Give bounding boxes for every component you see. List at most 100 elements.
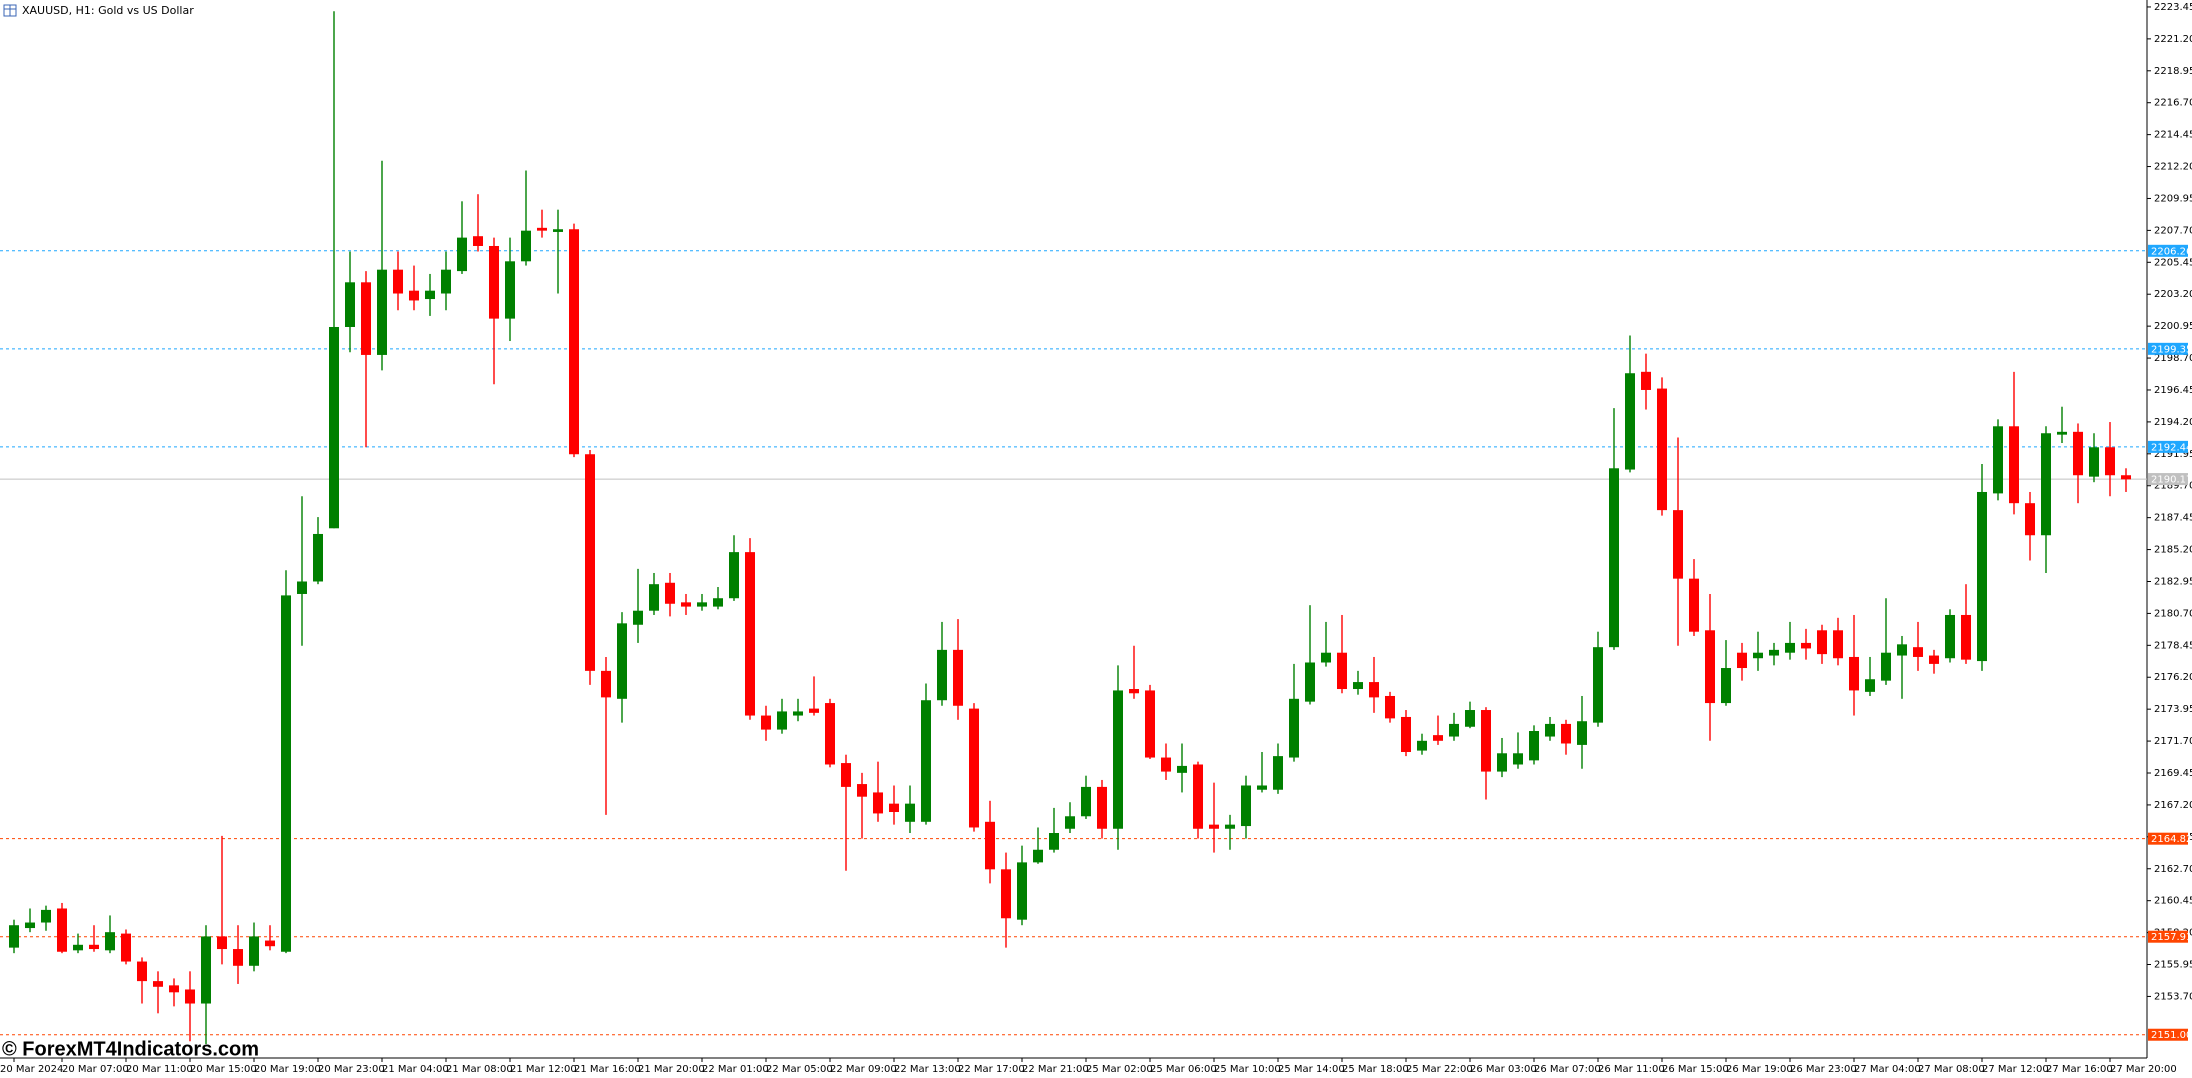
y-tick-label: 2167.20 (2154, 800, 2192, 811)
candle (1353, 670, 1363, 695)
x-tick-label: 22 Mar 01:00 (702, 1064, 769, 1075)
y-tick-label: 2155.95 (2154, 960, 2192, 971)
candle (457, 201, 467, 274)
candle-body (665, 582, 675, 604)
candle (777, 698, 787, 734)
candle (969, 703, 979, 832)
candle-body (1705, 630, 1715, 704)
x-tick-label: 25 Mar 10:00 (1214, 1064, 1281, 1075)
candle-body (937, 649, 947, 701)
candle-body (1385, 695, 1395, 719)
candle (121, 929, 131, 965)
candle-body (1209, 824, 1219, 829)
y-tick-label: 2171.70 (2154, 736, 2192, 747)
x-tick-label: 25 Mar 22:00 (1406, 1064, 1473, 1075)
x-tick-label: 27 Mar 16:00 (2046, 1064, 2113, 1075)
candle-body (1945, 614, 1955, 659)
chart-title: XAUUSD, H1: Gold vs US Dollar (22, 4, 194, 17)
candle (41, 905, 51, 931)
x-tick-label: 21 Mar 12:00 (510, 1064, 577, 1075)
candle-body (1593, 647, 1603, 723)
candle-body (1657, 388, 1667, 511)
candle-body (105, 932, 115, 951)
candle (409, 265, 419, 311)
x-tick-label: 20 Mar 11:00 (126, 1064, 193, 1075)
candle-body (1641, 371, 1651, 390)
candle-body (1737, 652, 1747, 669)
candle-body (713, 598, 723, 607)
x-tick-label: 25 Mar 14:00 (1278, 1064, 1345, 1075)
candle-body (649, 584, 659, 611)
candle-body (1849, 656, 1859, 691)
candle (2025, 491, 2035, 561)
candle (105, 915, 115, 954)
candle (361, 271, 371, 448)
candle (1017, 845, 1027, 926)
candle (281, 570, 291, 954)
candle (1513, 732, 1523, 769)
candle-body (1913, 647, 1923, 657)
candle-body (889, 803, 899, 813)
x-tick-label: 22 Mar 09:00 (830, 1064, 897, 1075)
candle-body (1449, 723, 1459, 737)
candle-body (1529, 731, 1539, 761)
y-tick-label: 2191.95 (2154, 449, 2192, 460)
y-tick-label: 2205.45 (2154, 257, 2192, 268)
candle-body (1353, 682, 1363, 690)
x-tick-label: 20 Mar 23:00 (318, 1064, 385, 1075)
candle (1689, 559, 1699, 636)
candle-body (281, 595, 291, 952)
candle (505, 237, 515, 342)
candle-body (1769, 649, 1779, 656)
candle (1817, 624, 1827, 664)
candle (1993, 419, 2003, 501)
candle-body (89, 944, 99, 950)
candle (185, 971, 195, 1042)
candle-body (505, 261, 515, 319)
candle-body (537, 227, 547, 231)
x-tick-label: 27 Mar 08:00 (1918, 1064, 1985, 1075)
candle (1833, 617, 1843, 666)
symbol-icon (3, 4, 17, 17)
candle-body (1081, 786, 1091, 817)
candle (1673, 437, 1683, 646)
x-tick-label: 26 Mar 11:00 (1598, 1064, 1665, 1075)
x-tick-label: 27 Mar 20:00 (2110, 1064, 2177, 1075)
y-tick-label: 2187.45 (2154, 513, 2192, 524)
x-tick-label: 22 Mar 13:00 (894, 1064, 961, 1075)
price-level-tag (2148, 244, 2188, 257)
candle (1737, 642, 1747, 681)
x-tick-label: 26 Mar 03:00 (1470, 1064, 1537, 1075)
candle-body (1161, 757, 1171, 772)
candle (1145, 684, 1155, 759)
candle-body (1785, 642, 1795, 653)
candle-body (153, 981, 163, 987)
candle (1033, 827, 1043, 864)
candle (1417, 733, 1427, 755)
y-tick-label: 2198.70 (2154, 353, 2192, 364)
candle-body (633, 610, 643, 625)
candle-body (1225, 824, 1235, 829)
candle (793, 698, 803, 722)
candle-body (1177, 765, 1187, 773)
x-tick-label: 25 Mar 02:00 (1086, 1064, 1153, 1075)
x-tick-label: 25 Mar 18:00 (1342, 1064, 1409, 1075)
candle (1081, 775, 1091, 819)
candle (1577, 695, 1587, 769)
candle (1929, 649, 1939, 674)
candle-body (1801, 642, 1811, 649)
candle (313, 517, 323, 585)
x-tick-label: 25 Mar 06:00 (1150, 1064, 1217, 1075)
candle (521, 170, 531, 266)
candle-body (1609, 468, 1619, 648)
candle-body (969, 708, 979, 828)
price-level-label: 2192.44 (2151, 442, 2192, 453)
candle (905, 785, 915, 834)
price-level-tag (2148, 440, 2188, 453)
candle (601, 656, 611, 815)
candle-body (1433, 735, 1443, 741)
candle-body (425, 290, 435, 300)
candle (2073, 423, 2083, 504)
candle (1337, 614, 1347, 694)
